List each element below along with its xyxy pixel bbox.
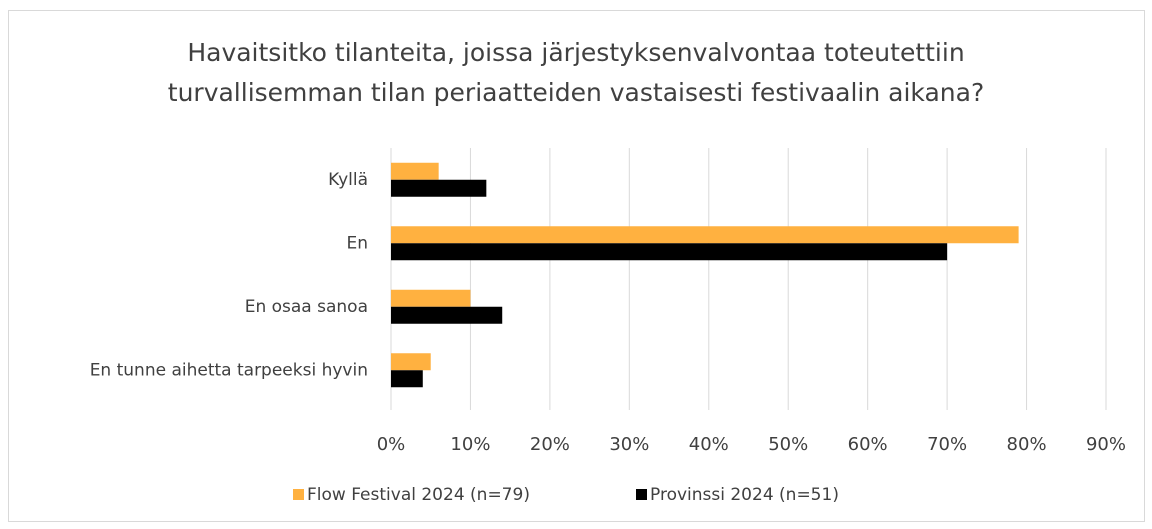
x-tick-label: 20% <box>530 434 570 455</box>
bar <box>391 179 487 197</box>
x-tick-label: 60% <box>848 434 888 455</box>
legend-swatch <box>636 489 647 500</box>
bar <box>391 162 439 180</box>
chart-title: Havaitsitko tilanteita, joissa järjestyk… <box>187 38 964 67</box>
x-tick-label: 30% <box>609 434 649 455</box>
bar <box>391 289 471 307</box>
legend-label: Provinssi 2024 (n=51) <box>650 485 839 505</box>
x-tick-label: 50% <box>768 434 808 455</box>
x-tick-label: 90% <box>1086 434 1126 455</box>
chart-title: turvallisemman tilan periaatteiden vasta… <box>168 78 984 107</box>
x-tick-label: 40% <box>689 434 729 455</box>
bar <box>391 243 948 261</box>
y-tick-label: En tunne aihetta tarpeeksi hyvin <box>90 360 368 380</box>
y-tick-label: En osaa sanoa <box>245 297 368 317</box>
legend-label: Flow Festival 2024 (n=79) <box>307 485 530 505</box>
x-tick-label: 10% <box>450 434 490 455</box>
x-tick-label: 80% <box>1007 434 1047 455</box>
bar <box>391 353 431 371</box>
bar <box>391 226 1019 244</box>
legend-swatch <box>293 489 304 500</box>
y-tick-label: En <box>346 233 368 253</box>
bar <box>391 306 503 324</box>
x-tick-label: 0% <box>377 434 406 455</box>
chart-border <box>8 10 1145 522</box>
y-tick-label: Kyllä <box>328 170 368 190</box>
x-tick-label: 70% <box>927 434 967 455</box>
bar <box>391 370 423 388</box>
